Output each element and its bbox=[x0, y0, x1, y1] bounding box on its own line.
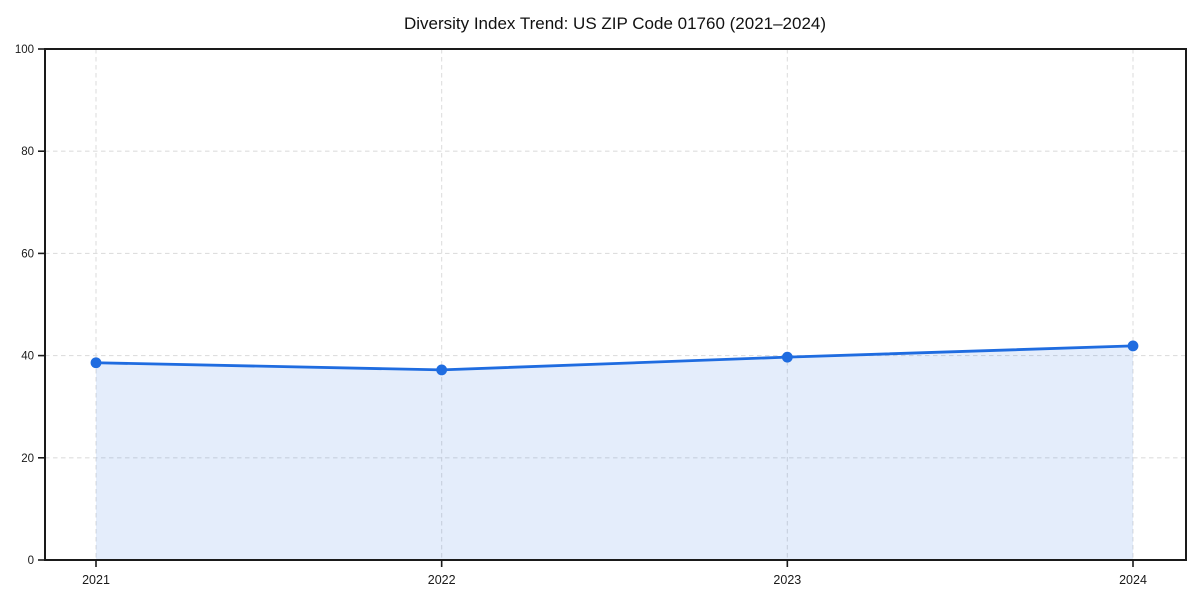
trend-line bbox=[94, 344, 1135, 372]
x-axis-tick-label: 2021 bbox=[82, 573, 110, 587]
data-point bbox=[90, 357, 102, 369]
data-point bbox=[1127, 340, 1139, 352]
chart-title: Diversity Index Trend: US ZIP Code 01760… bbox=[404, 14, 826, 33]
data-point bbox=[781, 351, 793, 363]
data-point bbox=[436, 364, 448, 376]
plot-area: 0 20 40 60 80 100 2021 2022 2023 2024 bbox=[15, 44, 1187, 587]
plot-border bbox=[44, 48, 1187, 561]
y-axis-tick-label: 60 bbox=[21, 248, 34, 260]
y-axis-tick-label: 80 bbox=[21, 146, 34, 158]
x-axis-tick-label: 2023 bbox=[773, 573, 801, 587]
y-axis-tick-label: 100 bbox=[15, 44, 34, 56]
area-fill bbox=[96, 345, 1133, 560]
y-axis-tick-label: 40 bbox=[21, 351, 34, 363]
y-axis-tick-label: 0 bbox=[28, 555, 34, 567]
x-axis-tick-label: 2022 bbox=[428, 573, 456, 587]
y-axis-tick-label: 20 bbox=[21, 453, 34, 465]
x-axis-tick-label: 2024 bbox=[1119, 573, 1147, 587]
